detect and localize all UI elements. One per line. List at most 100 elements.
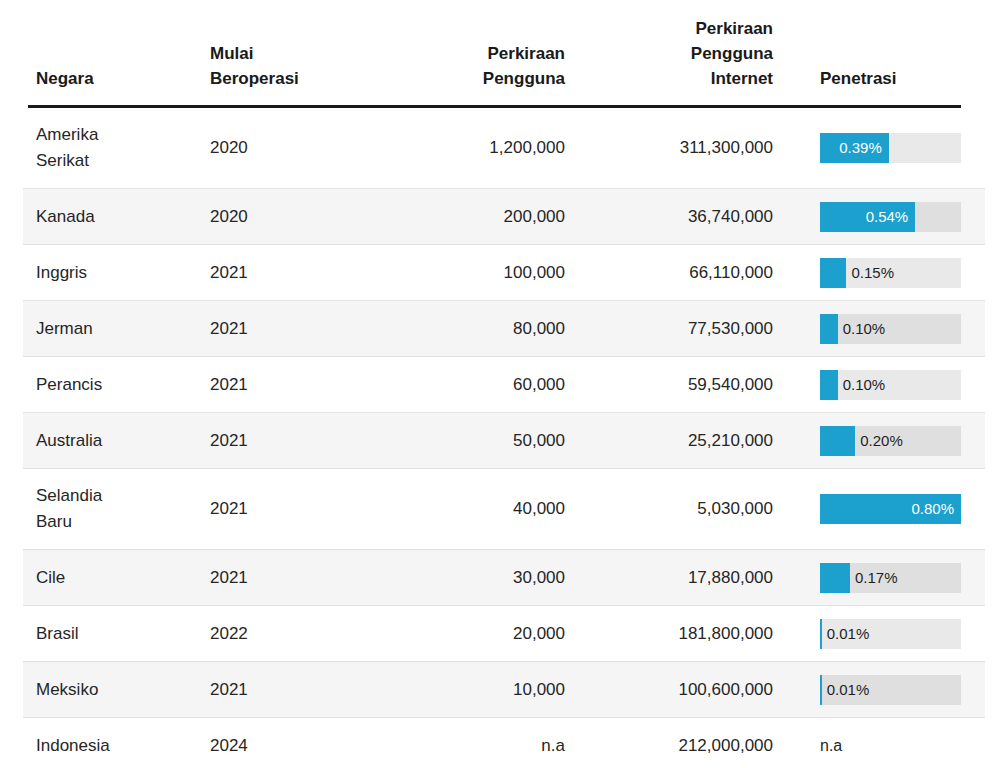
penetration-value-label: 0.39%	[839, 133, 889, 163]
penetration-value-label: 0.01%	[827, 675, 870, 705]
cell-mulai-beroperasi: 2022	[210, 607, 385, 661]
cell-perkiraan-pengguna-internet: 311,300,000	[565, 121, 773, 175]
country-name: Jerman	[36, 316, 93, 342]
country-name: Inggris	[36, 260, 87, 286]
country-name: Kanada	[36, 204, 95, 230]
country-name: Perancis	[36, 372, 102, 398]
penetration-bar-track: 0.39%	[820, 133, 961, 163]
column-header-negara: Negara	[23, 66, 210, 105]
cell-perkiraan-pengguna-internet: 100,600,000	[565, 663, 773, 717]
country-name: Meksiko	[36, 677, 98, 703]
penetration-bar-fill	[820, 370, 838, 400]
table-header-row: Negara Mulai Beroperasi Perkiraan Penggu…	[23, 0, 985, 105]
cell-perkiraan-pengguna: 30,000	[385, 551, 565, 605]
penetration-bar-fill: 0.80%	[820, 494, 961, 524]
penetration-value-label: 0.54%	[866, 202, 916, 232]
cell-negara: Indonesia	[23, 719, 210, 768]
cell-penetrasi: 0.17%	[773, 563, 985, 593]
table-row: Indonesia 2024 n.a 212,000,000 n.a	[23, 717, 985, 768]
cell-negara: Inggris	[23, 246, 210, 300]
cell-perkiraan-pengguna: n.a	[385, 719, 565, 768]
cell-negara: Cile	[23, 551, 210, 605]
cell-perkiraan-pengguna: 80,000	[385, 302, 565, 356]
cell-mulai-beroperasi: 2020	[210, 190, 385, 244]
penetration-bar-track: 0.10%	[820, 314, 961, 344]
column-header-penetrasi: Penetrasi	[773, 66, 985, 105]
table-row: Cile 2021 30,000 17,880,000 0.17%	[23, 549, 985, 605]
table-row: Kanada 2020 200,000 36,740,000 0.54%	[23, 188, 985, 244]
table-row: Brasil 2022 20,000 181,800,000 0.01%	[23, 605, 985, 661]
cell-perkiraan-pengguna: 100,000	[385, 246, 565, 300]
penetration-bar-fill	[820, 563, 850, 593]
cell-negara: Australia	[23, 414, 210, 468]
country-name: Indonesia	[36, 733, 110, 759]
column-header-mulai-beroperasi: Mulai Beroperasi	[210, 41, 385, 105]
cell-perkiraan-pengguna: 20,000	[385, 607, 565, 661]
penetration-bar-fill	[820, 314, 838, 344]
penetration-value-label: 0.10%	[843, 314, 886, 344]
cell-mulai-beroperasi: 2021	[210, 358, 385, 412]
cell-mulai-beroperasi: 2024	[210, 719, 385, 768]
penetration-bar-track: 0.01%	[820, 675, 961, 705]
country-name: Australia	[36, 428, 102, 454]
cell-perkiraan-pengguna-internet: 5,030,000	[565, 482, 773, 536]
penetration-bar-fill: 0.54%	[820, 202, 915, 232]
penetration-value-label: 0.10%	[843, 370, 886, 400]
table-row: Meksiko 2021 10,000 100,600,000 0.01%	[23, 661, 985, 717]
penetration-value-label: 0.01%	[827, 619, 870, 649]
table-row: Perancis 2021 60,000 59,540,000 0.10%	[23, 356, 985, 412]
penetration-bar-fill: 0.39%	[820, 133, 889, 163]
country-name: Selandia Baru	[36, 483, 131, 535]
cell-mulai-beroperasi: 2021	[210, 663, 385, 717]
table-row: Inggris 2021 100,000 66,110,000 0.15%	[23, 244, 985, 300]
cell-negara: Kanada	[23, 190, 210, 244]
penetration-bar-track: 0.10%	[820, 370, 961, 400]
penetration-value-label: 0.15%	[851, 258, 894, 288]
cell-negara: Perancis	[23, 358, 210, 412]
cell-mulai-beroperasi: 2021	[210, 414, 385, 468]
cell-penetrasi: 0.01%	[773, 675, 985, 705]
country-name: Cile	[36, 565, 65, 591]
cell-perkiraan-pengguna-internet: 212,000,000	[565, 719, 773, 768]
penetration-bar-fill	[820, 426, 855, 456]
penetration-bar-track: 0.01%	[820, 619, 961, 649]
cell-mulai-beroperasi: 2021	[210, 482, 385, 536]
cell-perkiraan-pengguna: 40,000	[385, 482, 565, 536]
cell-negara: Jerman	[23, 302, 210, 356]
cell-penetrasi: 0.10%	[773, 370, 985, 400]
penetration-bar-track: 0.80%	[820, 494, 961, 524]
penetration-bar-fill	[820, 619, 822, 649]
cell-penetrasi: 0.10%	[773, 314, 985, 344]
cell-penetrasi: n.a	[773, 731, 985, 761]
cell-perkiraan-pengguna: 10,000	[385, 663, 565, 717]
cell-mulai-beroperasi: 2021	[210, 302, 385, 356]
data-table: Negara Mulai Beroperasi Perkiraan Penggu…	[23, 0, 985, 768]
penetration-value-label: 0.17%	[855, 563, 898, 593]
cell-negara: Amerika Serikat	[23, 108, 210, 188]
penetration-na-label: n.a	[820, 737, 842, 754]
cell-penetrasi: 0.20%	[773, 426, 985, 456]
cell-perkiraan-pengguna-internet: 59,540,000	[565, 358, 773, 412]
penetration-bar-track: 0.17%	[820, 563, 961, 593]
cell-perkiraan-pengguna-internet: 77,530,000	[565, 302, 773, 356]
table-row: Selandia Baru 2021 40,000 5,030,000 0.80…	[23, 468, 985, 549]
cell-perkiraan-pengguna: 60,000	[385, 358, 565, 412]
cell-perkiraan-pengguna-internet: 181,800,000	[565, 607, 773, 661]
country-name: Brasil	[36, 621, 79, 647]
penetration-bar-track: 0.54%	[820, 202, 961, 232]
penetration-table-page: Negara Mulai Beroperasi Perkiraan Penggu…	[0, 0, 997, 768]
penetration-value-label: 0.20%	[860, 426, 903, 456]
penetration-bar-track: 0.20%	[820, 426, 961, 456]
cell-perkiraan-pengguna-internet: 36,740,000	[565, 190, 773, 244]
table-row: Amerika Serikat 2020 1,200,000 311,300,0…	[23, 108, 985, 188]
cell-penetrasi: 0.15%	[773, 258, 985, 288]
cell-perkiraan-pengguna-internet: 66,110,000	[565, 246, 773, 300]
penetration-bar-track: 0.15%	[820, 258, 961, 288]
penetration-bar-fill	[820, 675, 822, 705]
cell-perkiraan-pengguna: 50,000	[385, 414, 565, 468]
cell-mulai-beroperasi: 2021	[210, 246, 385, 300]
cell-penetrasi: 0.01%	[773, 619, 985, 649]
cell-negara: Brasil	[23, 607, 210, 661]
cell-perkiraan-pengguna-internet: 25,210,000	[565, 414, 773, 468]
cell-penetrasi: 0.39%	[773, 133, 985, 163]
